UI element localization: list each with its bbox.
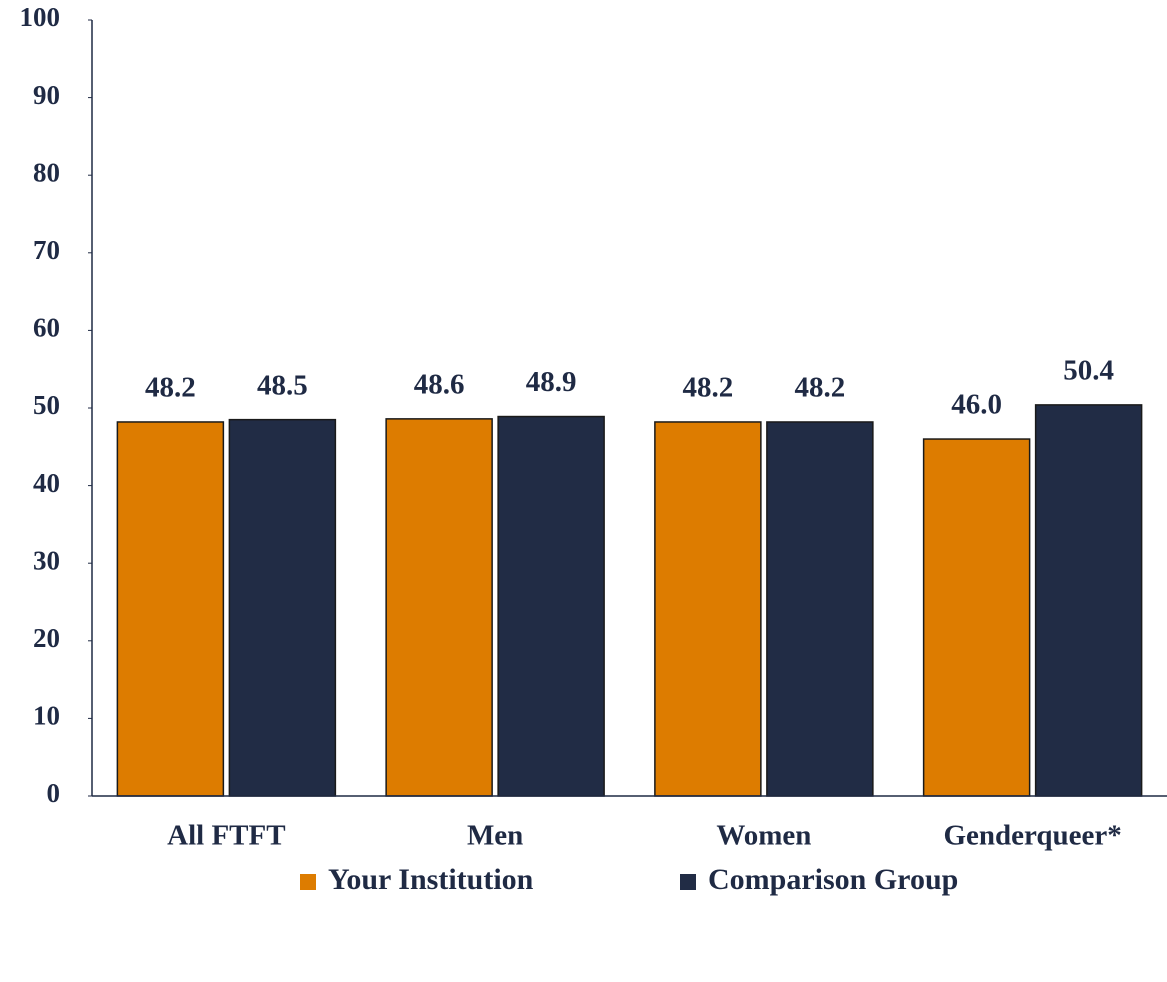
value-label: 50.4 (1063, 355, 1114, 387)
y-tick-label: 100 (20, 2, 61, 32)
bar (922, 438, 1031, 797)
y-tick-label: 20 (33, 623, 60, 653)
legend-label: Comparison Group (708, 863, 958, 896)
legend-label: Your Institution (328, 863, 534, 896)
y-tick-label: 50 (33, 390, 60, 420)
legend-swatch (680, 874, 696, 890)
value-label: 48.5 (257, 369, 308, 401)
value-label: 48.2 (145, 372, 196, 404)
value-label: 46.0 (951, 389, 1002, 421)
value-label: 48.2 (795, 372, 846, 404)
legend-swatch (300, 874, 316, 890)
bar (116, 421, 225, 797)
x-tick-label: Women (716, 820, 811, 852)
bar (497, 415, 605, 797)
y-tick-label: 70 (33, 235, 60, 265)
bar (1034, 404, 1143, 797)
value-label: 48.6 (414, 369, 465, 401)
y-tick-label: 10 (33, 701, 60, 731)
value-label: 48.2 (683, 372, 734, 404)
bar (766, 421, 874, 797)
y-tick-label: 60 (33, 313, 60, 343)
y-tick-label: 0 (47, 778, 61, 808)
y-tick-label: 40 (33, 468, 60, 498)
bar (385, 418, 493, 797)
bar (228, 418, 337, 797)
y-tick-label: 80 (33, 157, 60, 187)
x-tick-label: All FTFT (167, 820, 285, 852)
x-tick-label: Genderqueer* (943, 820, 1121, 852)
x-tick-label: Men (467, 820, 523, 852)
y-tick-label: 30 (33, 545, 60, 575)
y-tick-label: 90 (33, 80, 60, 110)
value-label: 48.9 (526, 366, 577, 398)
bar (654, 421, 762, 797)
